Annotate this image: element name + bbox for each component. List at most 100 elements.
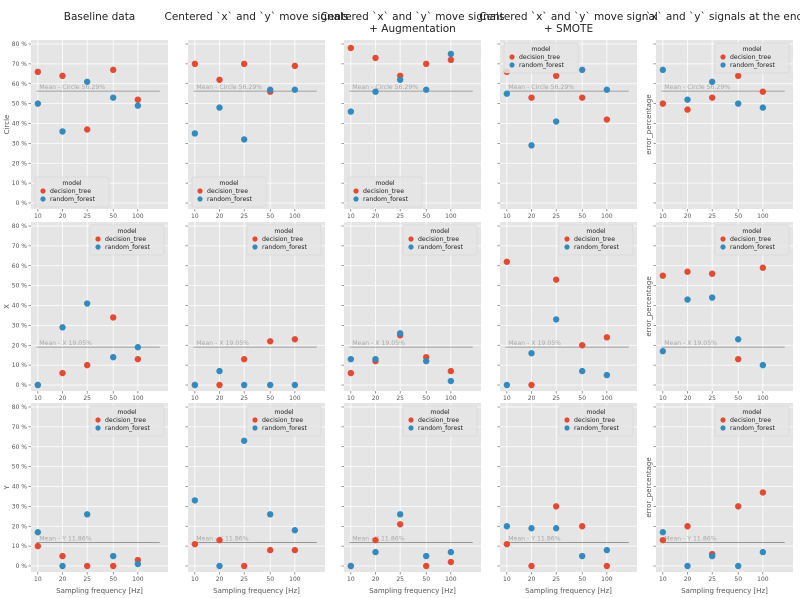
y-tick-label: 70 % xyxy=(12,61,28,68)
data-point-decision-tree xyxy=(59,369,66,377)
x-tick-label: 25 xyxy=(708,213,716,220)
x-tick-label: 100 xyxy=(601,213,613,220)
data-point-random-forest xyxy=(759,361,767,369)
legend-marker-decision-tree xyxy=(564,236,570,242)
legend-title: model xyxy=(531,46,551,53)
y-tick-label: 10 % xyxy=(12,362,28,369)
data-point-decision-tree xyxy=(708,94,716,101)
x-tick-label: 100 xyxy=(132,213,144,220)
mean-label: Mean - Y 11.86% xyxy=(196,535,248,542)
mean-label: Mean - Circle 56.29% xyxy=(39,84,105,91)
x-tick-label: 50 xyxy=(734,576,742,583)
x-tick-label: 50 xyxy=(109,395,117,402)
data-point-decision-tree xyxy=(110,314,117,321)
panel: 0 % 10 % 20 % 30 % 40 % 50 % 60 % 70 % 80 % 10 20 2… xyxy=(12,222,168,402)
legend-label: decision_tree xyxy=(519,54,560,61)
data-point-decision-tree xyxy=(83,126,91,133)
legend-label: decision_tree xyxy=(418,236,459,243)
legend-marker-decision-tree xyxy=(95,236,101,242)
legend-title: model xyxy=(375,180,395,187)
data-point-random-forest xyxy=(216,367,223,375)
data-point-random-forest xyxy=(396,511,404,518)
column-title: Baseline data xyxy=(64,11,136,23)
data-point-decision-tree xyxy=(423,60,430,68)
x-tick-label: 10 xyxy=(34,395,42,402)
legend-marker-decision-tree xyxy=(197,188,203,194)
x-tick-label: 20 xyxy=(684,213,692,220)
legend-label: random_forest xyxy=(574,244,619,251)
y-tick-label: 70 % xyxy=(12,243,28,250)
x-tick-label: 10 xyxy=(191,576,199,583)
x-tick-label: 25 xyxy=(240,213,248,220)
x-tick-label: 100 xyxy=(289,213,301,220)
data-point-decision-tree xyxy=(267,546,274,554)
legend-label: decision_tree xyxy=(730,54,771,61)
legend-label: decision_tree xyxy=(418,417,459,424)
y-tick-label: 50 % xyxy=(12,283,28,290)
mean-label: Mean - Y 11.86% xyxy=(508,535,560,542)
data-point-random-forest xyxy=(552,525,560,532)
data-point-decision-tree xyxy=(684,523,691,530)
legend-label: decision_tree xyxy=(262,236,303,243)
mean-label: Mean - Circle 56.29% xyxy=(196,84,262,91)
data-point-decision-tree xyxy=(110,66,117,74)
x-tick-label: 50 xyxy=(422,576,430,583)
legend-label: random_forest xyxy=(418,425,463,432)
legend-marker-random-forest xyxy=(353,196,359,202)
y-tick-label: 60 % xyxy=(12,444,28,451)
x-axis-label: Sampling frequency [Hz] xyxy=(213,587,300,595)
legend-box xyxy=(191,176,267,208)
data-point-random-forest xyxy=(759,104,767,111)
data-point-decision-tree xyxy=(216,76,223,83)
panel: 0 % 10 % 20 % 30 % 40 % 50 % 60 % 70 % 80 % 10 20 2… xyxy=(12,40,168,220)
x-tick-label: 10 xyxy=(659,213,667,220)
x-tick-label: 25 xyxy=(83,395,91,402)
data-point-random-forest xyxy=(503,381,511,389)
data-point-random-forest xyxy=(528,142,535,149)
legend-box xyxy=(246,405,322,437)
x-tick-label: 100 xyxy=(757,576,769,583)
data-point-random-forest xyxy=(396,76,404,83)
legend-box xyxy=(714,42,790,74)
x-tick-label: 20 xyxy=(59,576,67,583)
data-point-decision-tree xyxy=(110,562,117,570)
data-point-random-forest xyxy=(34,381,42,389)
legend-marker-random-forest xyxy=(197,196,203,202)
y-axis-label: X xyxy=(3,304,11,309)
x-axis-label: Sampling frequency [Hz] xyxy=(369,587,456,595)
data-point-decision-tree xyxy=(34,542,42,550)
data-point-decision-tree xyxy=(291,336,299,343)
legend-label: decision_tree xyxy=(574,417,615,424)
legend-label: random_forest xyxy=(519,62,564,69)
data-point-decision-tree xyxy=(735,355,742,363)
x-tick-label: 20 xyxy=(216,395,224,402)
y-tick-label: 30 % xyxy=(12,322,28,329)
y-tick-label: 20 % xyxy=(12,342,28,349)
legend-marker-random-forest xyxy=(40,196,46,202)
legend-title: model xyxy=(117,409,137,416)
data-point-random-forest xyxy=(708,78,716,85)
y-axis-label: Circle xyxy=(3,115,11,135)
legend-marker-random-forest xyxy=(564,425,570,431)
data-point-random-forest xyxy=(735,562,742,570)
mean-label: Mean - X 19.05% xyxy=(508,340,561,347)
data-point-random-forest xyxy=(347,108,355,115)
legend-marker-decision-tree xyxy=(408,236,414,242)
data-point-random-forest xyxy=(684,562,691,570)
y-axis-label-right: error_percentage xyxy=(645,457,653,517)
x-tick-label: 50 xyxy=(109,213,117,220)
legend-title: model xyxy=(274,228,294,235)
x-tick-label: 100 xyxy=(445,576,457,583)
data-point-decision-tree xyxy=(708,270,716,277)
data-point-random-forest xyxy=(423,357,430,365)
legend-title: model xyxy=(62,180,82,187)
legend-box xyxy=(89,224,165,256)
legend-marker-decision-tree xyxy=(720,236,726,242)
data-point-random-forest xyxy=(216,104,223,111)
data-point-decision-tree xyxy=(347,369,355,377)
data-point-random-forest xyxy=(659,66,667,74)
